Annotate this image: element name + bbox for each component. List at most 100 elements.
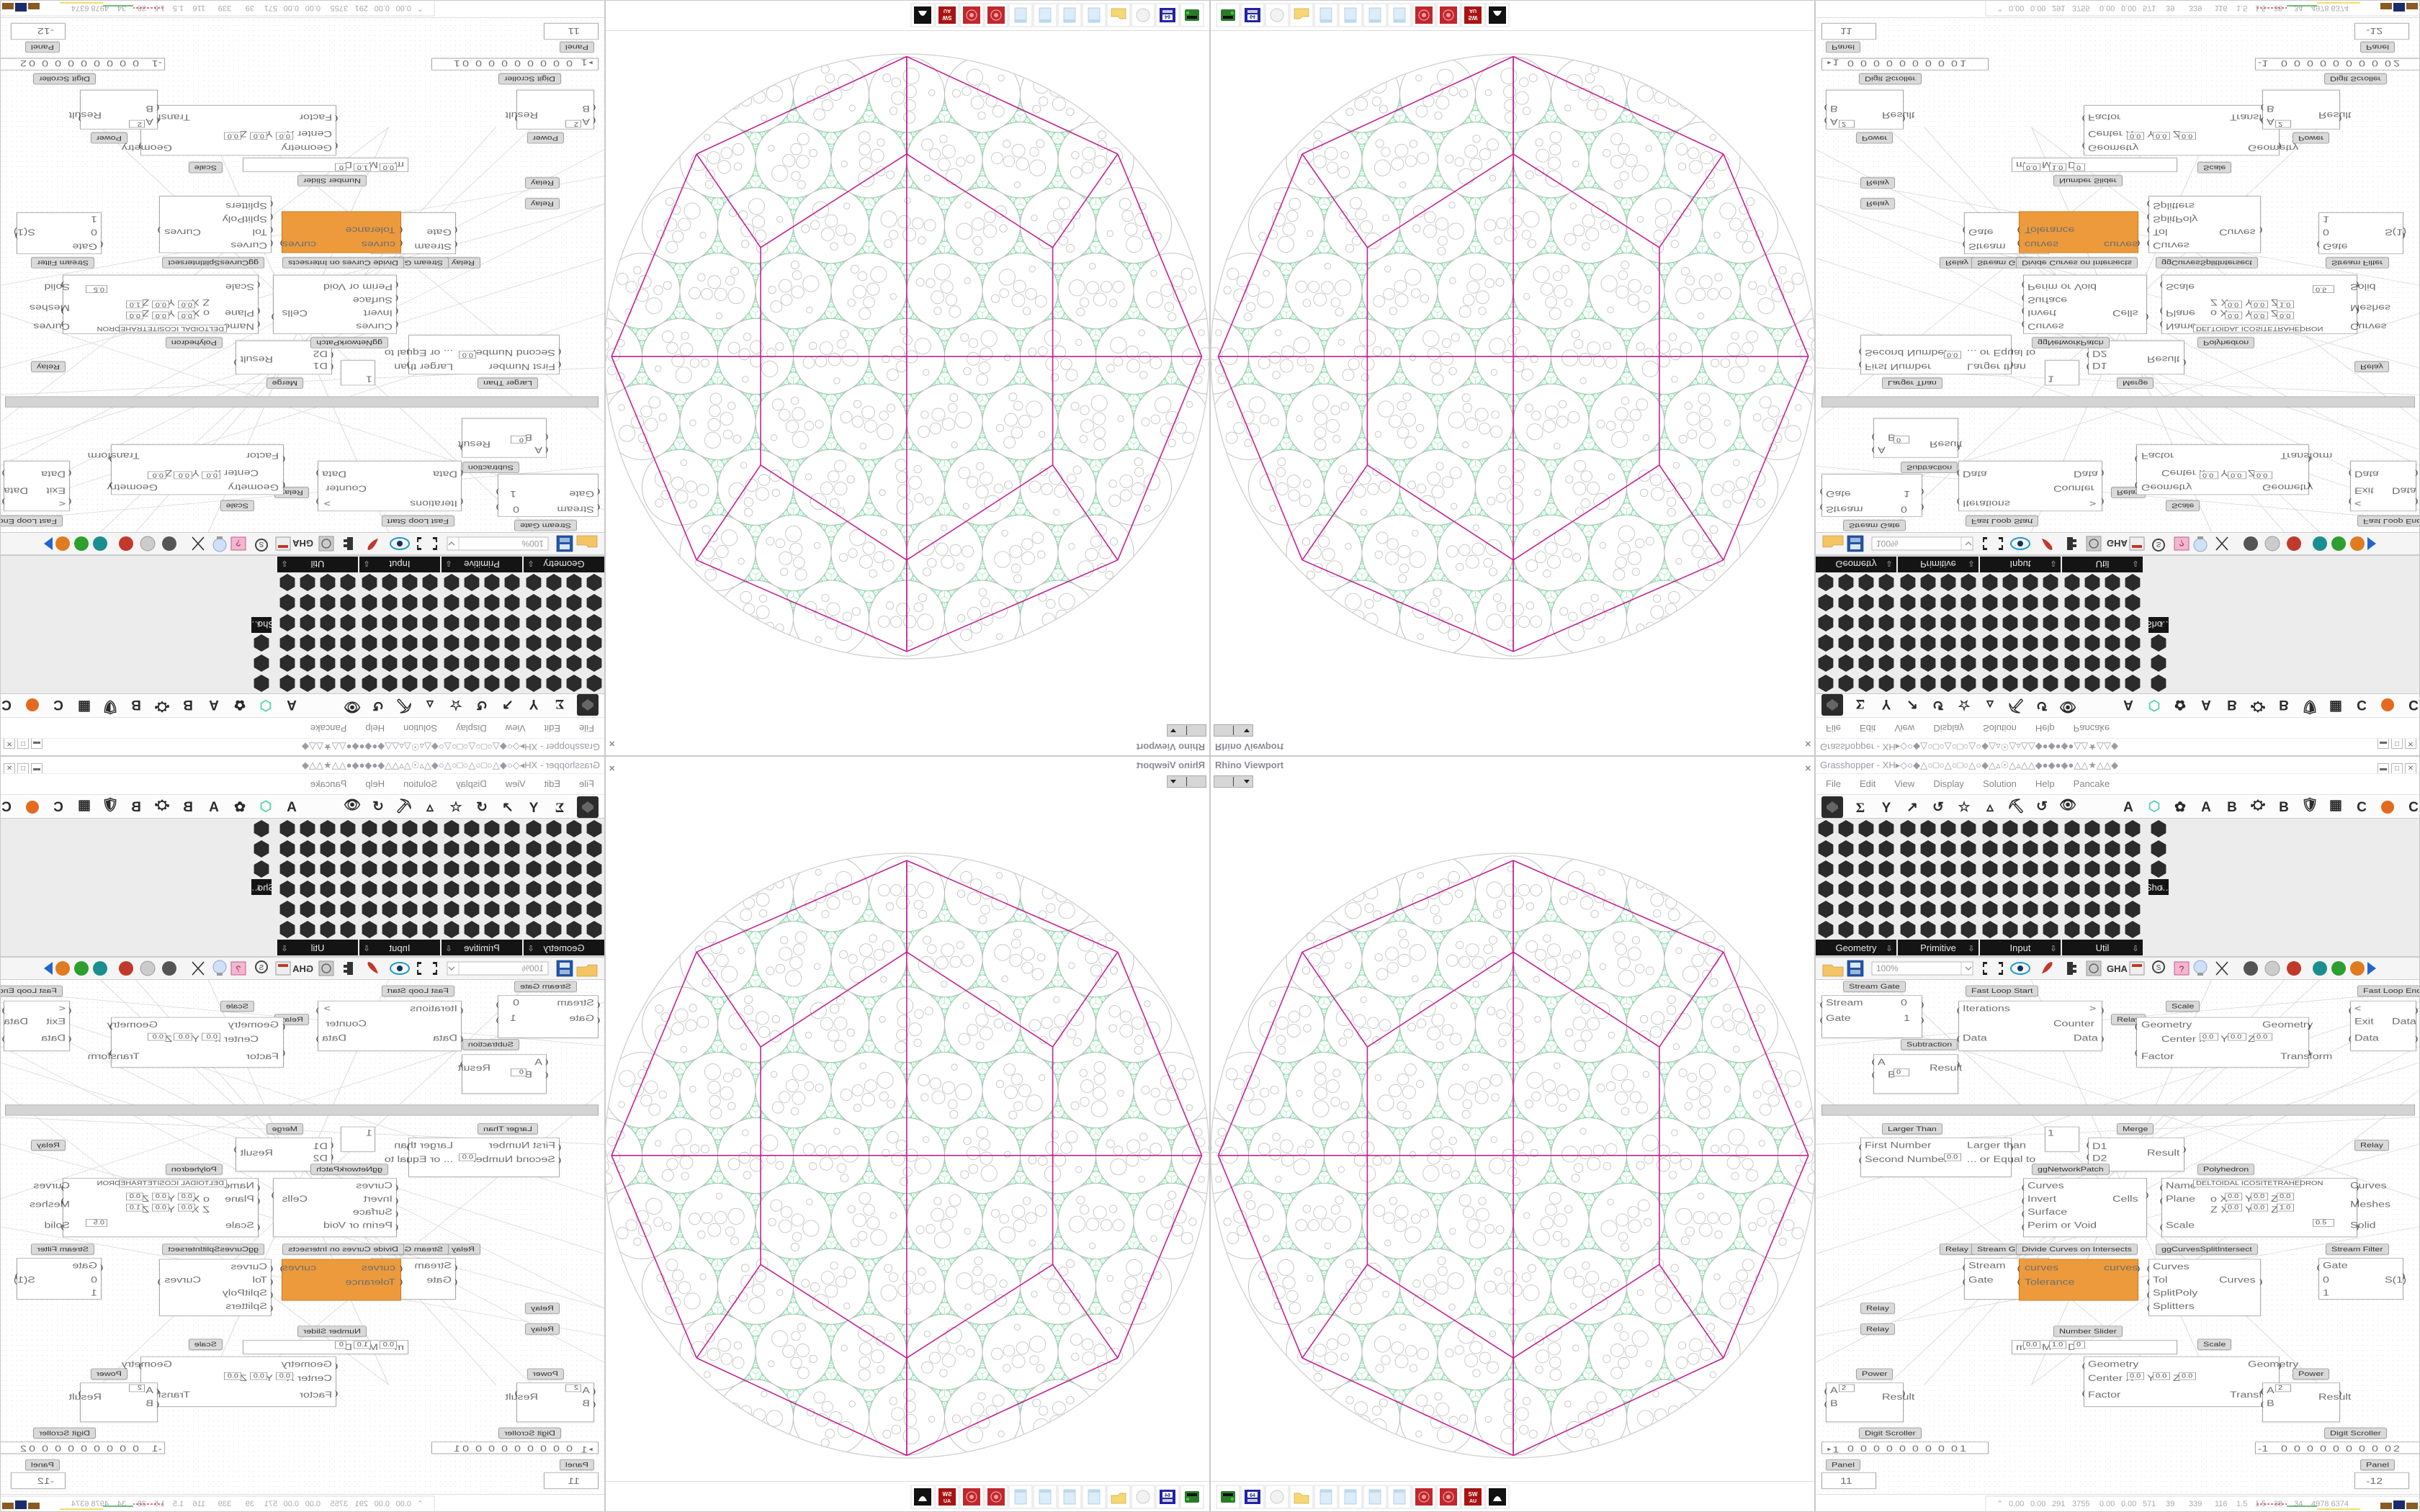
svg-text:3755: 3755 xyxy=(2072,1500,2089,1508)
svg-text:☆: ☆ xyxy=(449,697,462,712)
svg-text:▵: ▵ xyxy=(426,697,434,712)
svg-text:Input: Input xyxy=(2010,559,2031,570)
svg-text:⇩: ⇩ xyxy=(2050,559,2056,567)
svg-text:Input: Input xyxy=(2010,942,2031,953)
svg-text:B: B xyxy=(131,697,141,712)
svg-text:0.00: 0.00 xyxy=(2030,4,2045,12)
svg-text:291: 291 xyxy=(2052,1500,2065,1508)
svg-text:Σ: Σ xyxy=(1856,801,1865,816)
svg-text:⇩: ⇩ xyxy=(2158,619,2164,628)
svg-text:1.5: 1.5 xyxy=(173,4,184,12)
svg-text:39: 39 xyxy=(246,4,254,12)
svg-text:Primitive: Primitive xyxy=(1920,559,1956,570)
svg-text:⛮: ⛮ xyxy=(2251,699,2265,714)
svg-text:64: 64 xyxy=(1250,14,1255,19)
svg-text:0.00: 0.00 xyxy=(375,1500,390,1508)
svg-text:3755: 3755 xyxy=(331,1500,348,1508)
svg-text:C: C xyxy=(1,697,12,712)
svg-text:4978 6374: 4978 6374 xyxy=(71,4,109,12)
svg-text:64: 64 xyxy=(1165,1493,1170,1498)
svg-text:Primitive: Primitive xyxy=(1920,942,1956,953)
svg-text:A: A xyxy=(209,800,219,815)
svg-text:⇩: ⇩ xyxy=(527,945,534,953)
svg-text:0.00: 0.00 xyxy=(284,4,299,12)
svg-text:⇩: ⇩ xyxy=(363,559,369,567)
svg-text:?: ? xyxy=(236,964,241,974)
svg-text:⛏: ⛏ xyxy=(395,698,413,714)
svg-text:Input: Input xyxy=(389,942,410,953)
svg-text:▦: ▦ xyxy=(2329,798,2342,813)
svg-text:🛡: 🛡 xyxy=(2301,797,2318,813)
svg-text:↺: ↺ xyxy=(372,698,384,713)
svg-text:Input: Input xyxy=(389,559,410,570)
svg-text:Util: Util xyxy=(311,559,325,570)
svg-text:↺: ↺ xyxy=(1932,800,1944,815)
svg-text:👁: 👁 xyxy=(344,699,361,714)
svg-text:339: 339 xyxy=(218,4,231,12)
svg-text:AU: AU xyxy=(944,8,951,13)
svg-text:C: C xyxy=(2408,800,2419,815)
svg-text:✿: ✿ xyxy=(2174,800,2186,815)
svg-text:↺: ↺ xyxy=(1932,697,1944,712)
svg-text:0.00: 0.00 xyxy=(305,4,321,12)
svg-text:⇩: ⇩ xyxy=(2132,559,2138,567)
svg-text:Y: Y xyxy=(1882,696,1891,711)
svg-text:64: 64 xyxy=(1165,14,1170,19)
svg-text:0.00: 0.00 xyxy=(2121,4,2136,12)
svg-text:⛏: ⛏ xyxy=(395,798,413,814)
svg-text:39: 39 xyxy=(246,1500,254,1508)
svg-text:▵: ▵ xyxy=(1986,697,1994,712)
svg-text:0.00: 0.00 xyxy=(2009,1500,2024,1508)
svg-text:339: 339 xyxy=(2189,1500,2202,1508)
svg-text:A: A xyxy=(2123,800,2133,815)
svg-text:👁: 👁 xyxy=(2059,798,2076,813)
svg-text:⇩: ⇩ xyxy=(2132,945,2138,953)
svg-text:🛡: 🛡 xyxy=(102,699,119,715)
svg-text:⛮: ⛮ xyxy=(155,699,169,714)
svg-text:Geometry: Geometry xyxy=(543,942,585,953)
svg-text:291: 291 xyxy=(2052,4,2065,12)
svg-text:🛡: 🛡 xyxy=(102,797,119,813)
svg-text:S: S xyxy=(2156,964,2161,972)
svg-text:👁: 👁 xyxy=(344,798,361,813)
svg-text:4978 6374: 4978 6374 xyxy=(2311,1500,2349,1508)
svg-text:C: C xyxy=(53,697,63,712)
svg-text:0.00: 0.00 xyxy=(2030,1500,2045,1508)
svg-text:☆: ☆ xyxy=(1958,800,1970,815)
svg-text:✿: ✿ xyxy=(234,800,246,815)
svg-text:0.00: 0.00 xyxy=(2099,1500,2115,1508)
svg-text:0.00: 0.00 xyxy=(2009,4,2024,12)
svg-text:A: A xyxy=(2201,800,2211,815)
svg-text:⇩: ⇩ xyxy=(445,945,452,953)
svg-text:B: B xyxy=(131,800,141,815)
svg-text:100%: 100% xyxy=(1876,963,1899,973)
svg-text:AU: AU xyxy=(1469,8,1476,13)
svg-text:C: C xyxy=(2408,697,2419,712)
svg-text:116: 116 xyxy=(2215,1500,2228,1508)
svg-text:0.00: 0.00 xyxy=(396,4,411,12)
svg-text:SW: SW xyxy=(1469,1491,1478,1498)
svg-text:⌃: ⌃ xyxy=(417,4,424,12)
svg-text:⇩: ⇩ xyxy=(1886,945,1892,953)
svg-text:⇩: ⇩ xyxy=(255,884,261,893)
svg-text:116: 116 xyxy=(192,1500,205,1508)
svg-text:▦: ▦ xyxy=(2329,699,2342,714)
svg-text:0.00: 0.00 xyxy=(396,1500,411,1508)
svg-text:39: 39 xyxy=(2166,1500,2174,1508)
svg-text:↺: ↺ xyxy=(476,697,488,712)
svg-text:A: A xyxy=(209,697,219,712)
svg-text:34: 34 xyxy=(2294,1500,2303,1508)
svg-text:0.00: 0.00 xyxy=(284,1500,299,1508)
svg-text:291: 291 xyxy=(355,1500,368,1508)
svg-text:39: 39 xyxy=(2166,4,2174,12)
svg-text:Geometry: Geometry xyxy=(1835,942,1877,953)
svg-text:GHA: GHA xyxy=(2107,963,2128,974)
svg-text:⇩: ⇩ xyxy=(2158,884,2164,893)
svg-text:571: 571 xyxy=(2143,4,2156,12)
svg-text:↺: ↺ xyxy=(476,800,488,815)
svg-text:↺: ↺ xyxy=(2036,799,2048,814)
svg-text:339: 339 xyxy=(2189,4,2202,12)
svg-text:B: B xyxy=(2279,697,2289,712)
svg-text:A: A xyxy=(287,697,297,712)
svg-text:?: ? xyxy=(2179,538,2184,548)
